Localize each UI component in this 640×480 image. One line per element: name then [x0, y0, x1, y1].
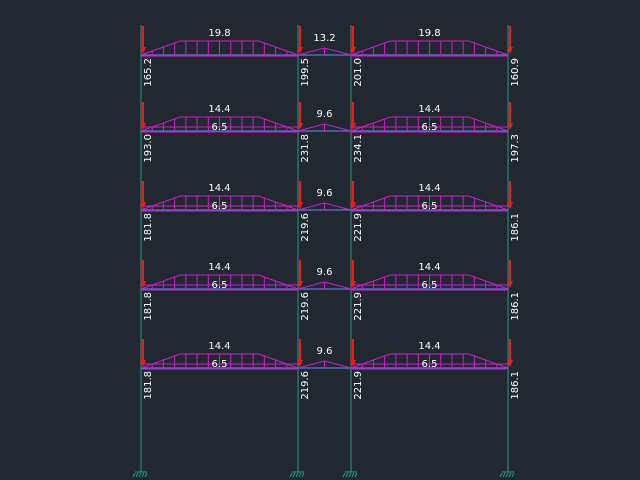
mid-bay-peak-label: 9.6: [317, 188, 333, 199]
mid-bay-peak-label: 9.6: [317, 346, 333, 357]
mid-bay-load: [297, 123, 352, 132]
mid-bay-peak-label: 13.2: [313, 33, 335, 44]
point-load-value: 186.1: [510, 371, 521, 400]
left-bay-load: [140, 195, 299, 212]
point-load-arrow-icon: [140, 260, 146, 288]
point-load-arrow-icon: [507, 260, 513, 288]
left-bay-peak-label: 14.4: [208, 183, 230, 194]
point-load-arrow-icon: [350, 260, 356, 288]
left-bay-base-label: 6.5: [212, 280, 228, 291]
point-load-value: 234.1: [353, 134, 364, 163]
point-load-value: 219.6: [300, 213, 311, 242]
fixed-support-icon: [342, 471, 358, 478]
right-bay-load: [350, 274, 509, 291]
fixed-support-icon: [289, 471, 305, 478]
right-bay-peak-label: 14.4: [418, 183, 440, 194]
right-bay-base-label: 6.5: [422, 201, 438, 212]
mid-bay-load: [297, 360, 352, 369]
point-load-value: 181.8: [143, 371, 154, 400]
mid-bay-load: [297, 47, 352, 56]
point-load-value: 186.1: [510, 213, 521, 242]
point-load-value: 165.2: [143, 58, 154, 87]
supports: [132, 471, 515, 478]
floor-5: 14.4 9.6 14.4 6.5 6.5 181.8 219.6 221.9 186.1: [140, 339, 521, 400]
mid-bay-peak-label: 9.6: [317, 267, 333, 278]
point-load-arrow-icon: [350, 339, 356, 367]
point-load-arrow-icon: [140, 102, 146, 130]
right-bay-base-label: 6.5: [422, 359, 438, 370]
point-load-value: 186.1: [510, 292, 521, 321]
point-load-arrow-icon: [140, 339, 146, 367]
point-load-value: 221.9: [353, 213, 364, 242]
point-load-arrow-icon: [297, 339, 303, 367]
right-bay-load: [350, 40, 509, 57]
left-bay-base-label: 6.5: [212, 122, 228, 133]
floor-2: 14.4 9.6 14.4 6.5 6.5 193.0 231.8 234.1 197.3: [140, 102, 521, 163]
point-load-value: 219.6: [300, 371, 311, 400]
point-load-arrow-icon: [507, 181, 513, 209]
mid-bay-load: [297, 281, 352, 290]
floor-3: 14.4 9.6 14.4 6.5 6.5 181.8 219.6 221.9 186.1: [140, 181, 521, 242]
floor-4: 14.4 9.6 14.4 6.5 6.5 181.8 219.6 221.9 186.1: [140, 260, 521, 321]
right-bay-base-label: 6.5: [422, 280, 438, 291]
columns: [140, 25, 509, 472]
right-bay-peak-label: 19.8: [418, 28, 440, 39]
mid-bay-peak-label: 9.6: [317, 109, 333, 120]
point-load-arrow-icon: [297, 26, 303, 54]
point-load-arrow-icon: [507, 26, 513, 54]
right-bay-peak-label: 14.4: [418, 262, 440, 273]
point-load-value: 221.9: [353, 371, 364, 400]
left-bay-load: [140, 353, 299, 370]
point-load-arrow-icon: [350, 26, 356, 54]
point-load-value: 197.3: [510, 134, 521, 163]
left-bay-peak-label: 14.4: [208, 262, 230, 273]
point-load-value: 193.0: [143, 134, 154, 163]
point-load-arrow-icon: [507, 102, 513, 130]
right-bay-load: [350, 353, 509, 370]
floor-1: 19.8 13.2 19.8 165.2 199.5 201.0 160.9: [140, 26, 521, 87]
left-bay-base-label: 6.5: [212, 359, 228, 370]
right-bay-peak-label: 14.4: [418, 341, 440, 352]
left-bay-peak-label: 14.4: [208, 104, 230, 115]
left-bay-load: [140, 116, 299, 133]
point-load-value: 201.0: [353, 58, 364, 87]
mid-bay-load: [297, 202, 352, 211]
right-bay-load: [350, 195, 509, 212]
point-load-arrow-icon: [297, 102, 303, 130]
fixed-support-icon: [499, 471, 515, 478]
point-load-value: 199.5: [300, 58, 311, 87]
point-load-value: 181.8: [143, 213, 154, 242]
point-load-value: 181.8: [143, 292, 154, 321]
point-load-value: 221.9: [353, 292, 364, 321]
point-load-arrow-icon: [297, 181, 303, 209]
left-bay-base-label: 6.5: [212, 201, 228, 212]
point-load-arrow-icon: [350, 102, 356, 130]
left-bay-load: [140, 274, 299, 291]
left-bay-peak-label: 19.8: [208, 28, 230, 39]
point-load-arrow-icon: [140, 181, 146, 209]
left-bay-peak-label: 14.4: [208, 341, 230, 352]
right-bay-peak-label: 14.4: [418, 104, 440, 115]
point-load-arrow-icon: [350, 181, 356, 209]
right-bay-base-label: 6.5: [422, 122, 438, 133]
point-load-value: 219.6: [300, 292, 311, 321]
point-load-arrow-icon: [507, 339, 513, 367]
right-bay-load: [350, 116, 509, 133]
point-load-arrow-icon: [140, 26, 146, 54]
point-load-value: 160.9: [510, 58, 521, 87]
point-load-value: 231.8: [300, 134, 311, 163]
left-bay-load: [140, 40, 299, 57]
point-load-arrow-icon: [297, 260, 303, 288]
fixed-support-icon: [132, 471, 148, 478]
